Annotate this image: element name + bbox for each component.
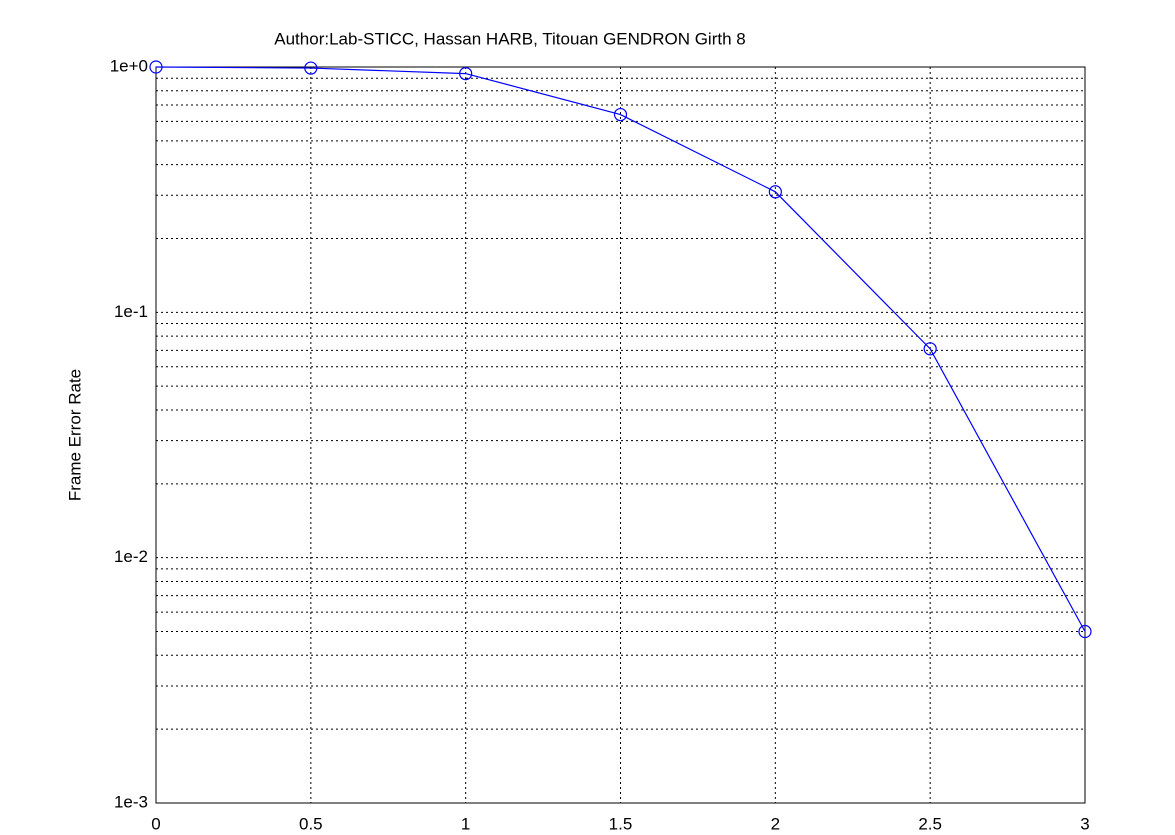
x-tick-label: 3 — [1080, 814, 1089, 833]
x-tick-label: 0 — [151, 814, 160, 833]
marker — [923, 342, 937, 356]
x-tick-label: 0.5 — [299, 814, 323, 833]
y-tick-label: 1e-3 — [114, 792, 148, 811]
x-tick-label: 1 — [461, 814, 470, 833]
x-tick-label: 2.5 — [918, 814, 942, 833]
plot-frame — [155, 66, 1086, 804]
x-tick-label: 2 — [771, 814, 780, 833]
marker — [1078, 624, 1092, 639]
x-tick-label: 1.5 — [609, 814, 633, 833]
line — [155, 66, 1086, 632]
chart-title: Author:Lab-STICC, Hassan HARB, Titouan G… — [274, 29, 745, 48]
marker — [768, 185, 782, 199]
y-axis-label: Frame Error Rate — [65, 369, 84, 501]
y-tick-label: 1e+0 — [110, 56, 148, 75]
y-tick-label: 1e-1 — [114, 302, 148, 321]
marker — [613, 107, 628, 122]
marker — [149, 60, 163, 74]
marker — [459, 66, 473, 81]
y-tick-label: 1e-2 — [114, 547, 148, 566]
marker — [304, 61, 318, 75]
